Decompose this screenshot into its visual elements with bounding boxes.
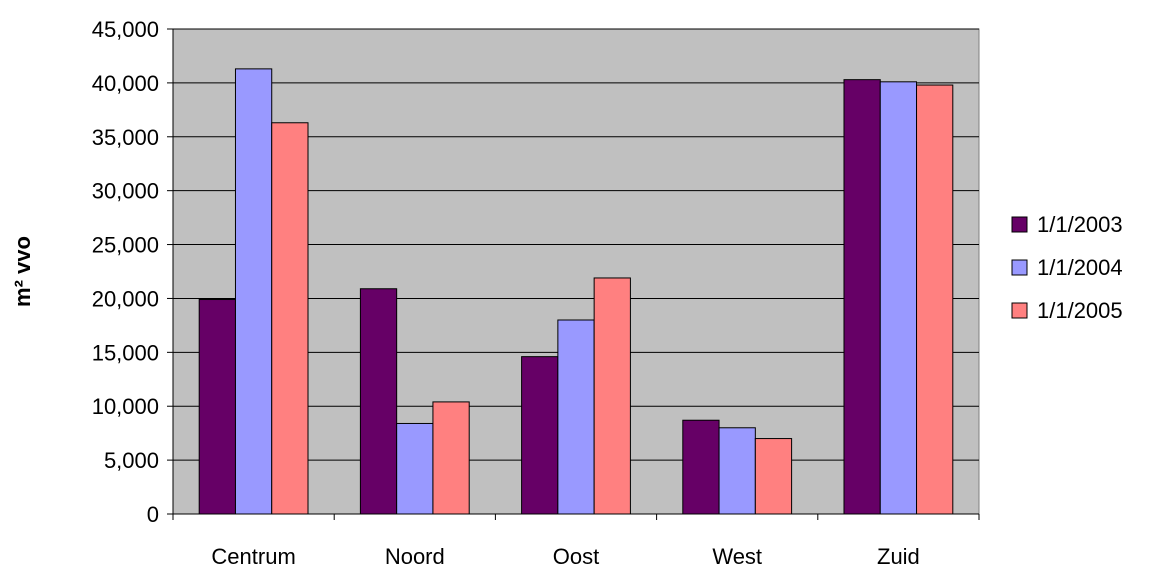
y-tick-label: 0 (147, 502, 159, 527)
x-tick-label: West (712, 544, 762, 569)
y-tick-label: 5,000 (104, 448, 159, 473)
legend: 1/1/2003 1/1/2004 1/1/2005 (1011, 212, 1123, 323)
legend-label: 1/1/2004 (1037, 255, 1123, 280)
y-tick-label: 25,000 (92, 233, 159, 258)
bar (843, 79, 881, 515)
x-tick-label: Oost (553, 544, 599, 569)
legend-swatch (1011, 302, 1028, 319)
legend-label: 1/1/2005 (1037, 298, 1123, 323)
y-tick-label: 15,000 (92, 340, 159, 365)
bar (396, 422, 434, 515)
legend-label: 1/1/2003 (1037, 212, 1123, 237)
bars (198, 68, 954, 515)
legend-swatch (1011, 216, 1028, 233)
bar (271, 122, 309, 515)
x-tick-label: Noord (385, 544, 445, 569)
legend-swatch (1011, 259, 1028, 276)
bar (916, 84, 954, 515)
bar (234, 68, 273, 515)
x-tick-labels: Centrum Noord Oost West Zuid (211, 544, 919, 569)
y-tick-label: 35,000 (92, 125, 159, 150)
y-tick-label: 40,000 (92, 71, 159, 96)
y-axis-label: m² vvo (10, 236, 35, 307)
y-tick-label: 10,000 (92, 394, 159, 419)
bar (198, 299, 236, 515)
x-tick-label: Centrum (211, 544, 295, 569)
bar (557, 319, 595, 515)
bar (682, 419, 720, 515)
y-tick-label: 30,000 (92, 179, 159, 204)
y-tick-label: 45,000 (92, 17, 159, 42)
axes (167, 28, 980, 520)
bar (432, 401, 470, 515)
bar (718, 427, 756, 515)
bar (359, 288, 398, 515)
bar (521, 356, 559, 515)
x-tick-label: Zuid (877, 544, 920, 569)
bar (754, 438, 793, 515)
y-tick-labels: 0 5,000 10,000 15,000 20,000 25,000 30,000 35,0… (92, 17, 159, 527)
bar (593, 277, 631, 515)
bar (879, 81, 918, 515)
y-tick-label: 20,000 (92, 286, 159, 311)
